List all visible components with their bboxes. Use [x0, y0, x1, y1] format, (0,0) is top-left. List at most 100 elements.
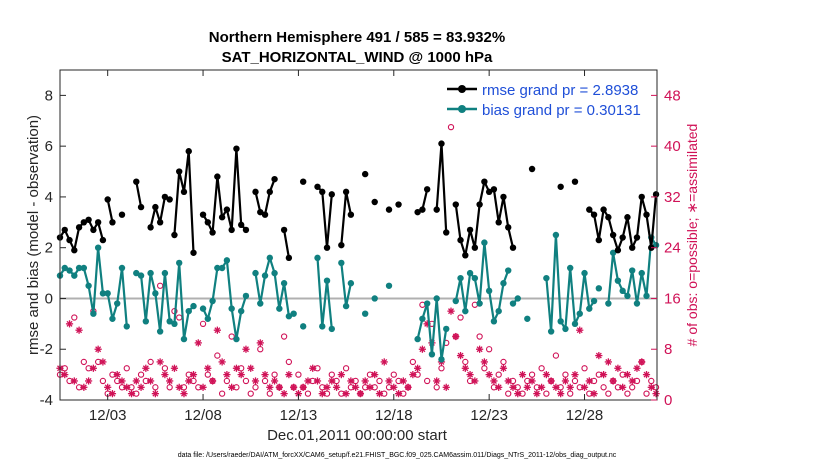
assimilated-obs-stroke	[390, 384, 397, 391]
assimilated-obs-marker	[566, 383, 574, 391]
possible-obs-marker	[247, 390, 254, 397]
assimilated-obs-marker	[604, 358, 612, 366]
rmse-point	[147, 224, 154, 231]
rmse-point	[633, 234, 641, 241]
assimilated-obs-stroke	[629, 377, 636, 384]
bias-point	[319, 323, 326, 330]
rmse-point	[457, 236, 464, 244]
assimilated-obs-marker	[371, 371, 379, 379]
x-tick-label: 12/18	[375, 407, 413, 424]
x-axis-ticks: 12/03 12/08 12/13 12/18 12/23 12/28	[89, 70, 603, 424]
assimilated-obs-marker	[418, 345, 426, 353]
assimilated-obs-stroke	[576, 327, 583, 334]
assimilated-obs-marker	[85, 377, 93, 385]
assimilated-obs-stroke	[90, 365, 97, 372]
bias-point	[638, 269, 645, 277]
assimilated-obs-stroke	[80, 384, 87, 391]
assimilated-obs-marker	[228, 383, 236, 391]
assimilated-obs-stroke	[619, 384, 626, 391]
assimilated-obs-marker	[80, 383, 88, 391]
assimilated-obs-stroke	[114, 371, 121, 378]
rmse-point	[314, 183, 321, 190]
assimilated-obs-marker	[313, 377, 322, 385]
bias-point	[185, 307, 192, 315]
possible-obs-marker	[266, 390, 273, 397]
assimilated-obs-marker	[356, 390, 365, 398]
y2-tick-label: 16	[664, 290, 681, 307]
rmse-point	[185, 148, 192, 155]
assimilated-obs-stroke	[448, 308, 454, 315]
x-tick-label: 12/13	[280, 407, 318, 424]
bias-point	[619, 287, 626, 295]
bias-point	[428, 351, 436, 358]
assimilated-obs-stroke	[219, 358, 226, 365]
bias-point	[505, 267, 512, 274]
assimilated-obs-stroke	[495, 384, 502, 391]
assimilated-obs-stroke	[471, 377, 478, 384]
bias-point	[562, 325, 569, 333]
rmse-series	[56, 140, 660, 262]
bias-point	[595, 285, 603, 292]
chart-title: Northern Hemisphere 491 / 585 = 83.932%	[209, 29, 505, 46]
bias-point	[314, 254, 321, 262]
assimilated-obs-stroke	[362, 377, 369, 384]
possible-obs-marker	[390, 371, 397, 378]
possible-obs-marker	[648, 377, 655, 385]
bias-point	[629, 267, 636, 274]
assimilated-obs-stroke	[514, 390, 521, 397]
assimilated-obs-marker	[185, 377, 193, 385]
assimilated-obs-marker	[275, 383, 283, 391]
assimilated-obs-stroke	[238, 371, 245, 378]
assimilated-obs-marker	[337, 371, 345, 379]
assimilated-obs-stroke	[233, 365, 240, 372]
bias-point	[237, 307, 245, 315]
assimilated-obs-stroke	[519, 371, 526, 378]
rmse-point	[371, 198, 378, 206]
assimilated-obs-stroke	[405, 384, 412, 391]
bias-point	[166, 318, 173, 325]
possible-obs-marker	[80, 358, 87, 366]
assimilated-obs-marker	[528, 377, 536, 385]
assimilated-obs-marker	[390, 383, 398, 391]
assimilated-obs-marker	[514, 390, 522, 398]
assimilated-obs-marker	[189, 371, 198, 379]
x-tick-label: 12/28	[566, 407, 604, 424]
bias-point	[514, 295, 521, 302]
bias-point	[85, 282, 92, 289]
possible-obs-marker	[285, 358, 293, 366]
assimilated-obs-marker	[342, 390, 350, 398]
assimilated-obs-marker	[399, 377, 407, 385]
possible-obs-marker	[528, 371, 536, 378]
assimilated-obs-stroke	[505, 377, 512, 384]
bias-point	[476, 300, 483, 307]
assimilated-obs-stroke	[252, 377, 259, 384]
bias-point	[214, 264, 221, 272]
assimilated-obs-marker	[580, 383, 589, 391]
assimilated-obs-marker	[70, 377, 78, 385]
bias-point	[123, 323, 130, 330]
y2-tick-label: 8	[664, 341, 672, 358]
assimilated-obs-marker	[299, 383, 307, 391]
rmse-point	[271, 175, 278, 183]
assimilated-obs-stroke	[333, 384, 340, 391]
rmse-point	[528, 165, 536, 173]
possible-obs-marker	[600, 384, 607, 391]
assimilated-obs-stroke	[633, 365, 640, 372]
assimilated-obs-marker	[266, 383, 274, 391]
y-tick-label: -2	[40, 341, 53, 358]
bias-point	[423, 300, 431, 307]
rmse-point	[624, 214, 631, 221]
assimilated-obs-stroke	[610, 377, 617, 384]
assimilated-obs-stroke	[572, 371, 578, 378]
chart-subtitle: SAT_HORIZONTAL_WIND @ 1000 hPa	[222, 49, 493, 66]
assimilated-obs-stroke	[376, 390, 383, 397]
legend-rmse-label: rmse grand pr = 2.8938	[482, 82, 638, 99]
rmse-point	[137, 203, 145, 211]
assimilated-obs-stroke	[281, 390, 288, 397]
assimilated-obs-marker	[509, 383, 517, 391]
rmse-point	[490, 186, 498, 193]
rmse-point	[395, 201, 402, 208]
rmse-point	[228, 226, 235, 234]
assimilated-obs-marker	[318, 390, 326, 398]
assimilated-obs-marker	[385, 377, 393, 385]
